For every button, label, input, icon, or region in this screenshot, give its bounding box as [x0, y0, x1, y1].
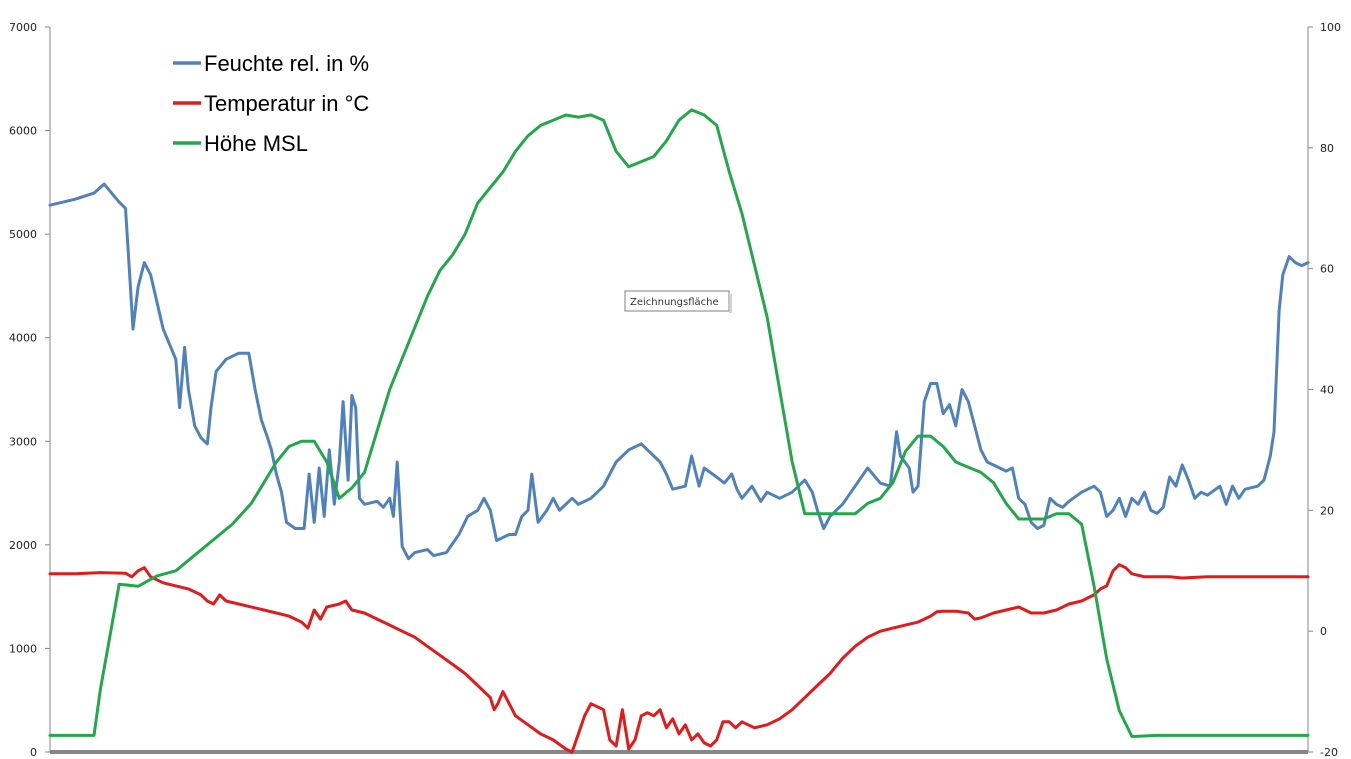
axes-group: 0 1000 2000 3000 4000 5000 6000 7000 -20 0 20 40 60 8…: [9, 21, 1341, 759]
right-tick-label: -20: [1320, 746, 1338, 759]
left-tick-label: 2000: [9, 539, 37, 552]
right-tick-label: 20: [1320, 504, 1334, 517]
series-layer: [48, 108, 1310, 754]
legend-label-0: Feuchte rel. in %: [204, 51, 369, 76]
left-tick-label: 6000: [9, 125, 37, 138]
left-tick-label: 7000: [9, 21, 37, 34]
right-tick-label: 60: [1320, 263, 1334, 276]
series-line-1: [48, 563, 1310, 754]
series-line-0: [48, 182, 1310, 561]
left-tick-label: 4000: [9, 332, 37, 345]
right-tick-label: 80: [1320, 142, 1334, 155]
right-tick-label: 100: [1320, 21, 1341, 34]
left-tick-label: 3000: [9, 435, 37, 448]
tooltip-text: Zeichnungsfläche: [630, 297, 719, 308]
right-tick-label: 40: [1320, 384, 1334, 397]
legend-label-1: Temperatur in °C: [204, 91, 369, 116]
chart-area-tooltip: Zeichnungsfläche: [624, 290, 732, 313]
left-tick-label: 0: [30, 746, 37, 759]
left-tick-label: 5000: [9, 228, 37, 241]
series-line-2: [48, 108, 1310, 738]
tooltip-shadow: [729, 294, 732, 313]
right-tick-label: 0: [1320, 625, 1327, 638]
left-tick-label: 1000: [9, 642, 37, 655]
legend-label-2: Höhe MSL: [204, 131, 308, 156]
legend: Feuchte rel. in % Temperatur in °C Höhe MS…: [173, 51, 369, 156]
